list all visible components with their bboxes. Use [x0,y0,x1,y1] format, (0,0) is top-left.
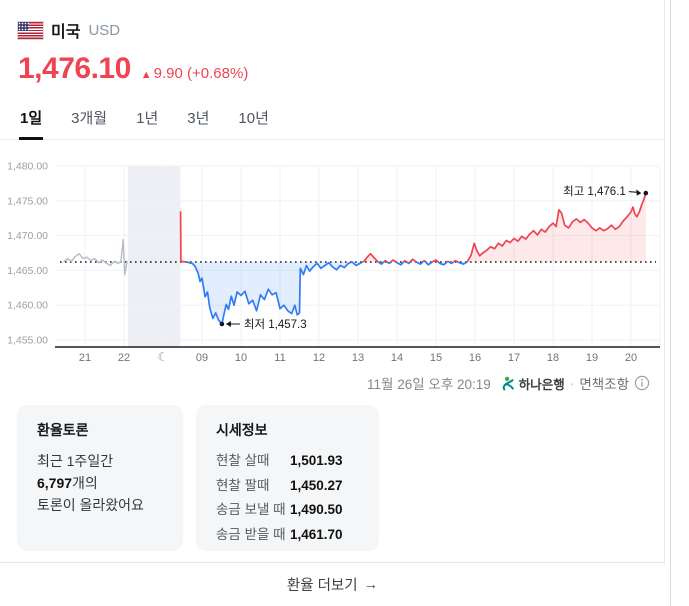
us-flag-icon [17,20,44,40]
info-icon[interactable] [634,375,650,391]
more-label: 환율 더보기 [286,578,358,594]
svg-text:15: 15 [430,352,442,364]
svg-text:09: 09 [196,352,208,364]
chart-meta-row: 11월 26일 오후 20:19 하나은행 · 면책조항 [0,371,664,393]
quote-value: 1,450.27 [290,477,343,493]
svg-text:최저 1,457.3: 최저 1,457.3 [244,318,307,331]
meta-separator: · [569,375,575,391]
discussion-card[interactable]: 환율토론 최근 1주일간 6,797개의 토론이 올라왔어요 [17,405,183,551]
price-row: 1,476.10 ▲ 9.90 (+0.68%) [0,42,664,86]
period-tabs: 1일 3개월 1년 3년 10년 [0,103,664,140]
quote-rows: 현찰 살때 1,501.93 현찰 팔때 1,450.27 송금 보낼 때 1,… [216,449,359,547]
info-cards-row: 환율토론 최근 1주일간 6,797개의 토론이 올라왔어요 시세정보 현찰 살… [0,405,664,551]
svg-text:20: 20 [625,352,637,364]
rate-chart[interactable]: 1,480.00 1,475.00 1,470.00 1,465.00 1,460.00… [0,152,664,371]
quote-label: 현찰 살때 [216,453,270,468]
svg-text:1,455.00: 1,455.00 [7,335,48,347]
current-rate: 1,476.10 [18,52,131,85]
tab-3months[interactable]: 3개월 [71,110,108,127]
quote-label: 송금 받을 때 [216,526,286,542]
svg-text:1,470.00: 1,470.00 [7,230,48,242]
discussion-card-body: 최근 1주일간 6,797개의 토론이 올라왔어요 [37,450,163,516]
svg-text:18: 18 [547,352,559,364]
svg-text:22: 22 [118,352,130,364]
quote-value: 1,501.93 [290,453,343,468]
card-header: 미국 USD [0,0,664,42]
quote-datetime: 11월 26일 오후 20:19 [367,377,491,392]
discussion-line1: 최근 1주일간 [37,453,114,469]
adjacent-card-edge [670,0,671,606]
svg-text:11: 11 [274,352,285,364]
quote-label: 현찰 팔때 [216,477,270,493]
quote-row-remit-send: 송금 보낼 때 1,490.50 [216,498,359,523]
quote-card-title: 시세정보 [216,422,268,438]
discussion-count: 6,797 [37,475,73,492]
up-arrow-icon: ▲ [140,69,152,81]
discussion-count-suffix: 개의 [72,475,98,492]
change-value: 9.90 [153,65,183,82]
quote-value: 1,490.50 [290,502,343,518]
svg-text:☾: ☾ [158,350,169,364]
svg-text:17: 17 [508,352,520,364]
discussion-line3: 토론이 올라왔어요 [37,497,144,514]
bank-name: 하나은행 [518,377,565,392]
quote-value: 1,461.70 [290,526,343,542]
quote-row-cash-buy: 현찰 살때 1,501.93 [216,449,359,474]
tab-1day[interactable]: 1일 [19,103,44,140]
quote-row-cash-sell: 현찰 팔때 1,450.27 [216,474,359,499]
svg-text:1,465.00: 1,465.00 [7,265,48,277]
svg-text:1,480.00: 1,480.00 [7,161,48,173]
svg-text:10: 10 [235,352,247,364]
svg-text:1,460.00: 1,460.00 [7,300,48,312]
svg-text:19: 19 [586,352,598,364]
tab-3years[interactable]: 3년 [187,110,210,127]
quote-info-card: 시세정보 현찰 살때 1,501.93 현찰 팔때 1,450.27 송금 보낼… [196,405,379,551]
svg-text:14: 14 [391,352,403,364]
change-percent: (+0.68%) [187,65,249,82]
data-source: 하나은행 [501,374,565,393]
discussion-card-title: 환율토론 [37,422,89,438]
rate-change: ▲ 9.90 (+0.68%) [141,65,249,82]
currency-code: USD [88,21,121,39]
country-name: 미국 [51,24,81,41]
rate-chart-svg[interactable]: 1,480.00 1,475.00 1,470.00 1,465.00 1,460.00… [0,152,665,366]
hana-bank-logo-icon [502,376,514,390]
svg-text:최고 1,476.1: 최고 1,476.1 [563,185,626,198]
quote-row-remit-receive: 송금 받을 때 1,461.70 [216,523,359,548]
right-arrow-icon: → [363,576,379,593]
tab-10years[interactable]: 10년 [238,110,269,127]
disclaimer-link[interactable]: 면책조항 [579,377,629,392]
quote-label: 송금 보낼 때 [216,502,286,518]
tab-1year[interactable]: 1년 [136,110,159,127]
svg-text:16: 16 [469,352,481,364]
svg-text:21: 21 [79,352,91,364]
usd-exchange-card: 미국 USD 1,476.10 ▲ 9.90 (+0.68%) 1일 3개월 1년… [0,0,665,606]
more-exchange-button[interactable]: 환율 더보기 → [0,562,665,606]
svg-text:13: 13 [352,352,364,364]
svg-text:1,475.00: 1,475.00 [7,195,48,207]
svg-text:12: 12 [313,352,325,364]
